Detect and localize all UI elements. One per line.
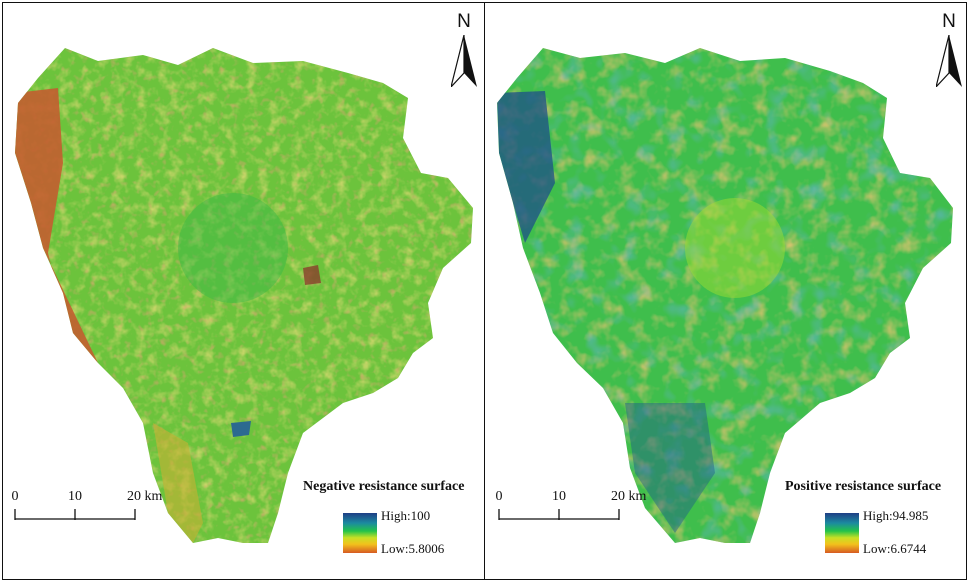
- scale-bar-line: [14, 509, 136, 520]
- legend-high-label: High:94.985: [863, 508, 929, 523]
- scale-bar: 0 10 20 km: [11, 489, 162, 529]
- scale-tick-20: 20 km: [611, 489, 647, 504]
- scale-tick-10: 10: [68, 489, 82, 504]
- legend-high-label: High:100: [381, 508, 431, 523]
- scale-tick-10: 10: [552, 489, 566, 504]
- scale-tick-20: 20 km: [127, 489, 163, 504]
- legend: High:94.985 Low:6.6744: [825, 508, 965, 558]
- positive-resistance-map: [497, 48, 953, 543]
- north-arrow-icon: [451, 35, 477, 87]
- left-map-panel: N 0 10 20 km Negative resistance surface…: [2, 2, 485, 580]
- scale-tick-0: 0: [495, 489, 503, 504]
- legend-color-ramp: [825, 513, 859, 553]
- map-title: Negative resistance surface: [303, 479, 465, 494]
- north-arrow-icon: [936, 35, 962, 87]
- legend: High:100 Low:5.8006: [343, 508, 483, 558]
- north-arrow: N: [929, 11, 966, 87]
- negative-resistance-map: [15, 48, 473, 543]
- north-arrow: N: [444, 11, 484, 87]
- scale-tick-0: 0: [11, 489, 19, 504]
- legend-low-label: Low:5.8006: [381, 541, 445, 556]
- north-label: N: [942, 11, 956, 32]
- right-map-panel: N 0 10 20 km Positive resistance surface…: [484, 2, 967, 580]
- map-title: Positive resistance surface: [785, 479, 942, 494]
- scale-bar: 0 10 20 km: [495, 489, 646, 529]
- legend-color-ramp: [343, 513, 377, 553]
- scale-bar-line: [498, 509, 620, 520]
- legend-low-label: Low:6.6744: [863, 541, 927, 556]
- north-label: N: [457, 11, 471, 32]
